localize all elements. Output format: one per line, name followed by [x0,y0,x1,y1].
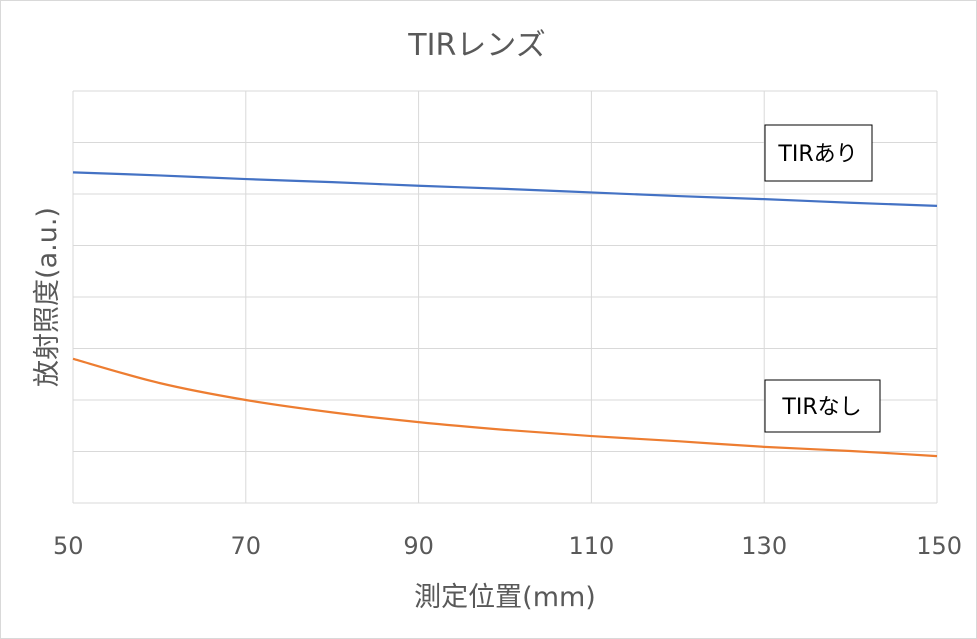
x-tick-label: 50 [53,532,84,560]
callout-tir-ari-label: TIRあり [777,142,857,167]
series-line [72,357,938,458]
series-lines [72,171,938,458]
x-tick-label: 70 [231,532,262,560]
x-tick-label: 110 [568,532,614,560]
chart-title: TIRレンズ [407,28,545,63]
callout-tir-ari: TIRあり [764,124,873,182]
x-tick-labels: 50 70 90 110 130 150 [53,532,962,560]
y-axis-title: 放射照度(a.u.) [32,207,63,387]
callout-tir-nashi-label: TIRなし [781,395,861,420]
x-tick-label: 130 [741,532,787,560]
x-axis-title: 測定位置(mm) [414,582,596,613]
x-tick-label: 150 [916,532,962,560]
callout-tir-nashi-box [764,379,881,433]
callout-tir-nashi: TIRなし [764,379,881,433]
x-tick-label: 90 [403,532,434,560]
gridlines [72,90,938,504]
callout-tir-ari-box [764,124,873,182]
series-line [72,171,938,207]
